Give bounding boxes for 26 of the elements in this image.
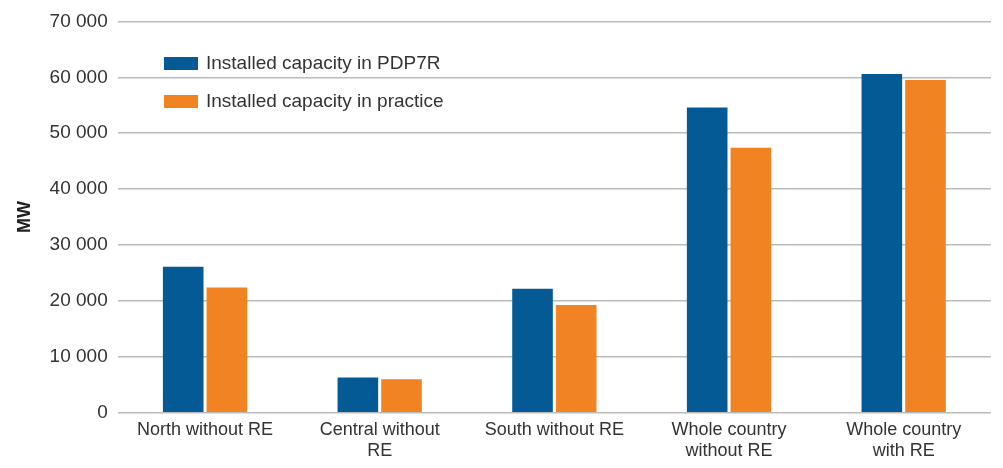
- x-tick-label: South without RE: [484, 418, 624, 439]
- bar: [162, 266, 204, 413]
- y-tick-label: 70 000: [49, 9, 108, 31]
- bar: [206, 287, 248, 413]
- bar: [905, 80, 946, 413]
- y-tick-label: 60 000: [49, 65, 108, 87]
- x-tick-label: North without RE: [137, 418, 274, 439]
- y-tick-label: 50 000: [49, 121, 108, 143]
- bar: [512, 288, 553, 413]
- bar: [861, 73, 903, 413]
- bar: [381, 379, 422, 413]
- bar: [555, 304, 597, 413]
- x-tick-label: Whole country without RE: [671, 418, 787, 461]
- x-tick-label: Central without RE: [319, 418, 440, 461]
- y-tick-label: 30 000: [49, 233, 108, 255]
- bar: [730, 147, 772, 413]
- y-tick-label: 40 000: [49, 177, 108, 199]
- y-tick-label: 0: [97, 401, 108, 423]
- y-axis-title: MW: [13, 201, 34, 234]
- y-tick-label: 10 000: [49, 345, 108, 367]
- legend-label: Installed capacity in PDP7R: [206, 52, 441, 74]
- x-tick-label: Whole country with RE: [846, 418, 962, 461]
- bar: [686, 107, 728, 413]
- legend-label: Installed capacity in practice: [206, 90, 444, 112]
- bar: [337, 377, 379, 413]
- y-tick-label: 20 000: [49, 289, 108, 311]
